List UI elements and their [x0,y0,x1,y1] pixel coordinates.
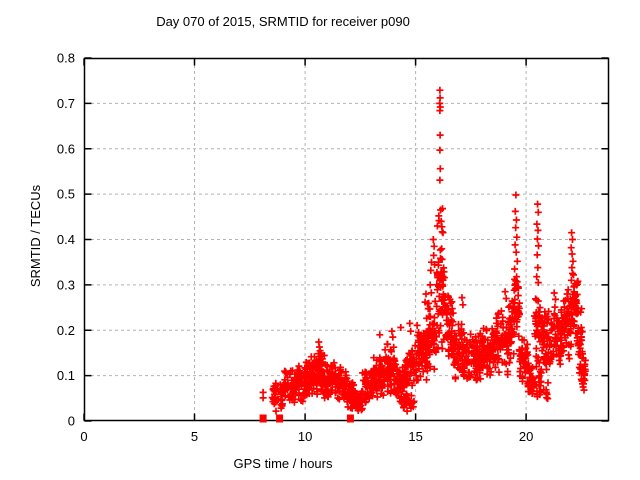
y-tick-label: 0.5 [57,187,75,202]
y-tick-label: 0.4 [57,232,75,247]
chart-title: Day 070 of 2015, SRMTID for receiver p09… [156,14,410,29]
x-tick-label: 20 [519,429,533,444]
y-tick-label: 0.1 [57,368,75,383]
y-tick-label: 0.3 [57,277,75,292]
scatter-points [259,86,589,415]
x-tick-label: 5 [191,429,198,444]
x-axis-label: GPS time / hours [233,456,333,471]
x-tick-label: 10 [298,429,312,444]
y-tick-label: 0.6 [57,141,75,156]
zero-markers [259,414,354,423]
x-tick-label: 0 [80,429,87,444]
zero-value-marker [276,414,284,423]
plot-border [83,57,610,422]
x-tick-label: 15 [408,429,422,444]
y-tick-label: 0.2 [57,323,75,338]
y-tick-label: 0.8 [57,51,75,66]
zero-value-marker [346,414,354,423]
tick-labels: 0 5 10 15 20 0 0.1 0.2 0.3 0.4 0.5 0.6 0.7 0.8 [57,51,533,445]
y-tick-label: 0 [68,414,75,429]
grid-layer [85,59,608,420]
y-axis-label: SRMTID / TECUs [28,184,43,288]
y-tick-label: 0.7 [57,96,75,111]
zero-value-marker [259,414,267,423]
